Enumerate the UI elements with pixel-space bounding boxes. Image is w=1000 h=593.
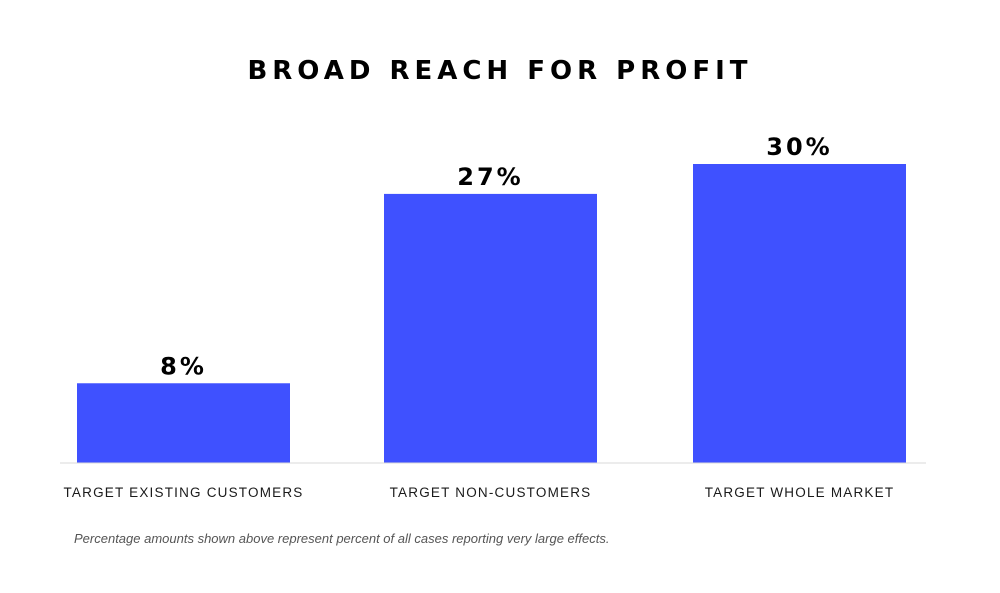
category-labels-group: TARGET EXISTING CUSTOMERS TARGET NON-CUST… <box>63 485 895 500</box>
value-label-1: 8% <box>160 352 207 380</box>
category-label-2: TARGET NON-CUSTOMERS <box>390 485 592 500</box>
bars-group <box>77 164 906 463</box>
bar-2 <box>384 193 597 463</box>
value-labels-group: 8% 27% 30% <box>160 133 832 380</box>
bar-1 <box>77 383 290 463</box>
chart-footnote: Percentage amounts shown above represent… <box>74 531 610 546</box>
value-label-3: 30% <box>766 133 832 161</box>
category-label-1: TARGET EXISTING CUSTOMERS <box>63 485 303 500</box>
bar-3 <box>693 164 906 463</box>
chart-title: BROAD REACH FOR PROFIT <box>247 56 753 86</box>
category-label-3: TARGET WHOLE MARKET <box>705 485 895 500</box>
value-label-2: 27% <box>457 163 523 191</box>
